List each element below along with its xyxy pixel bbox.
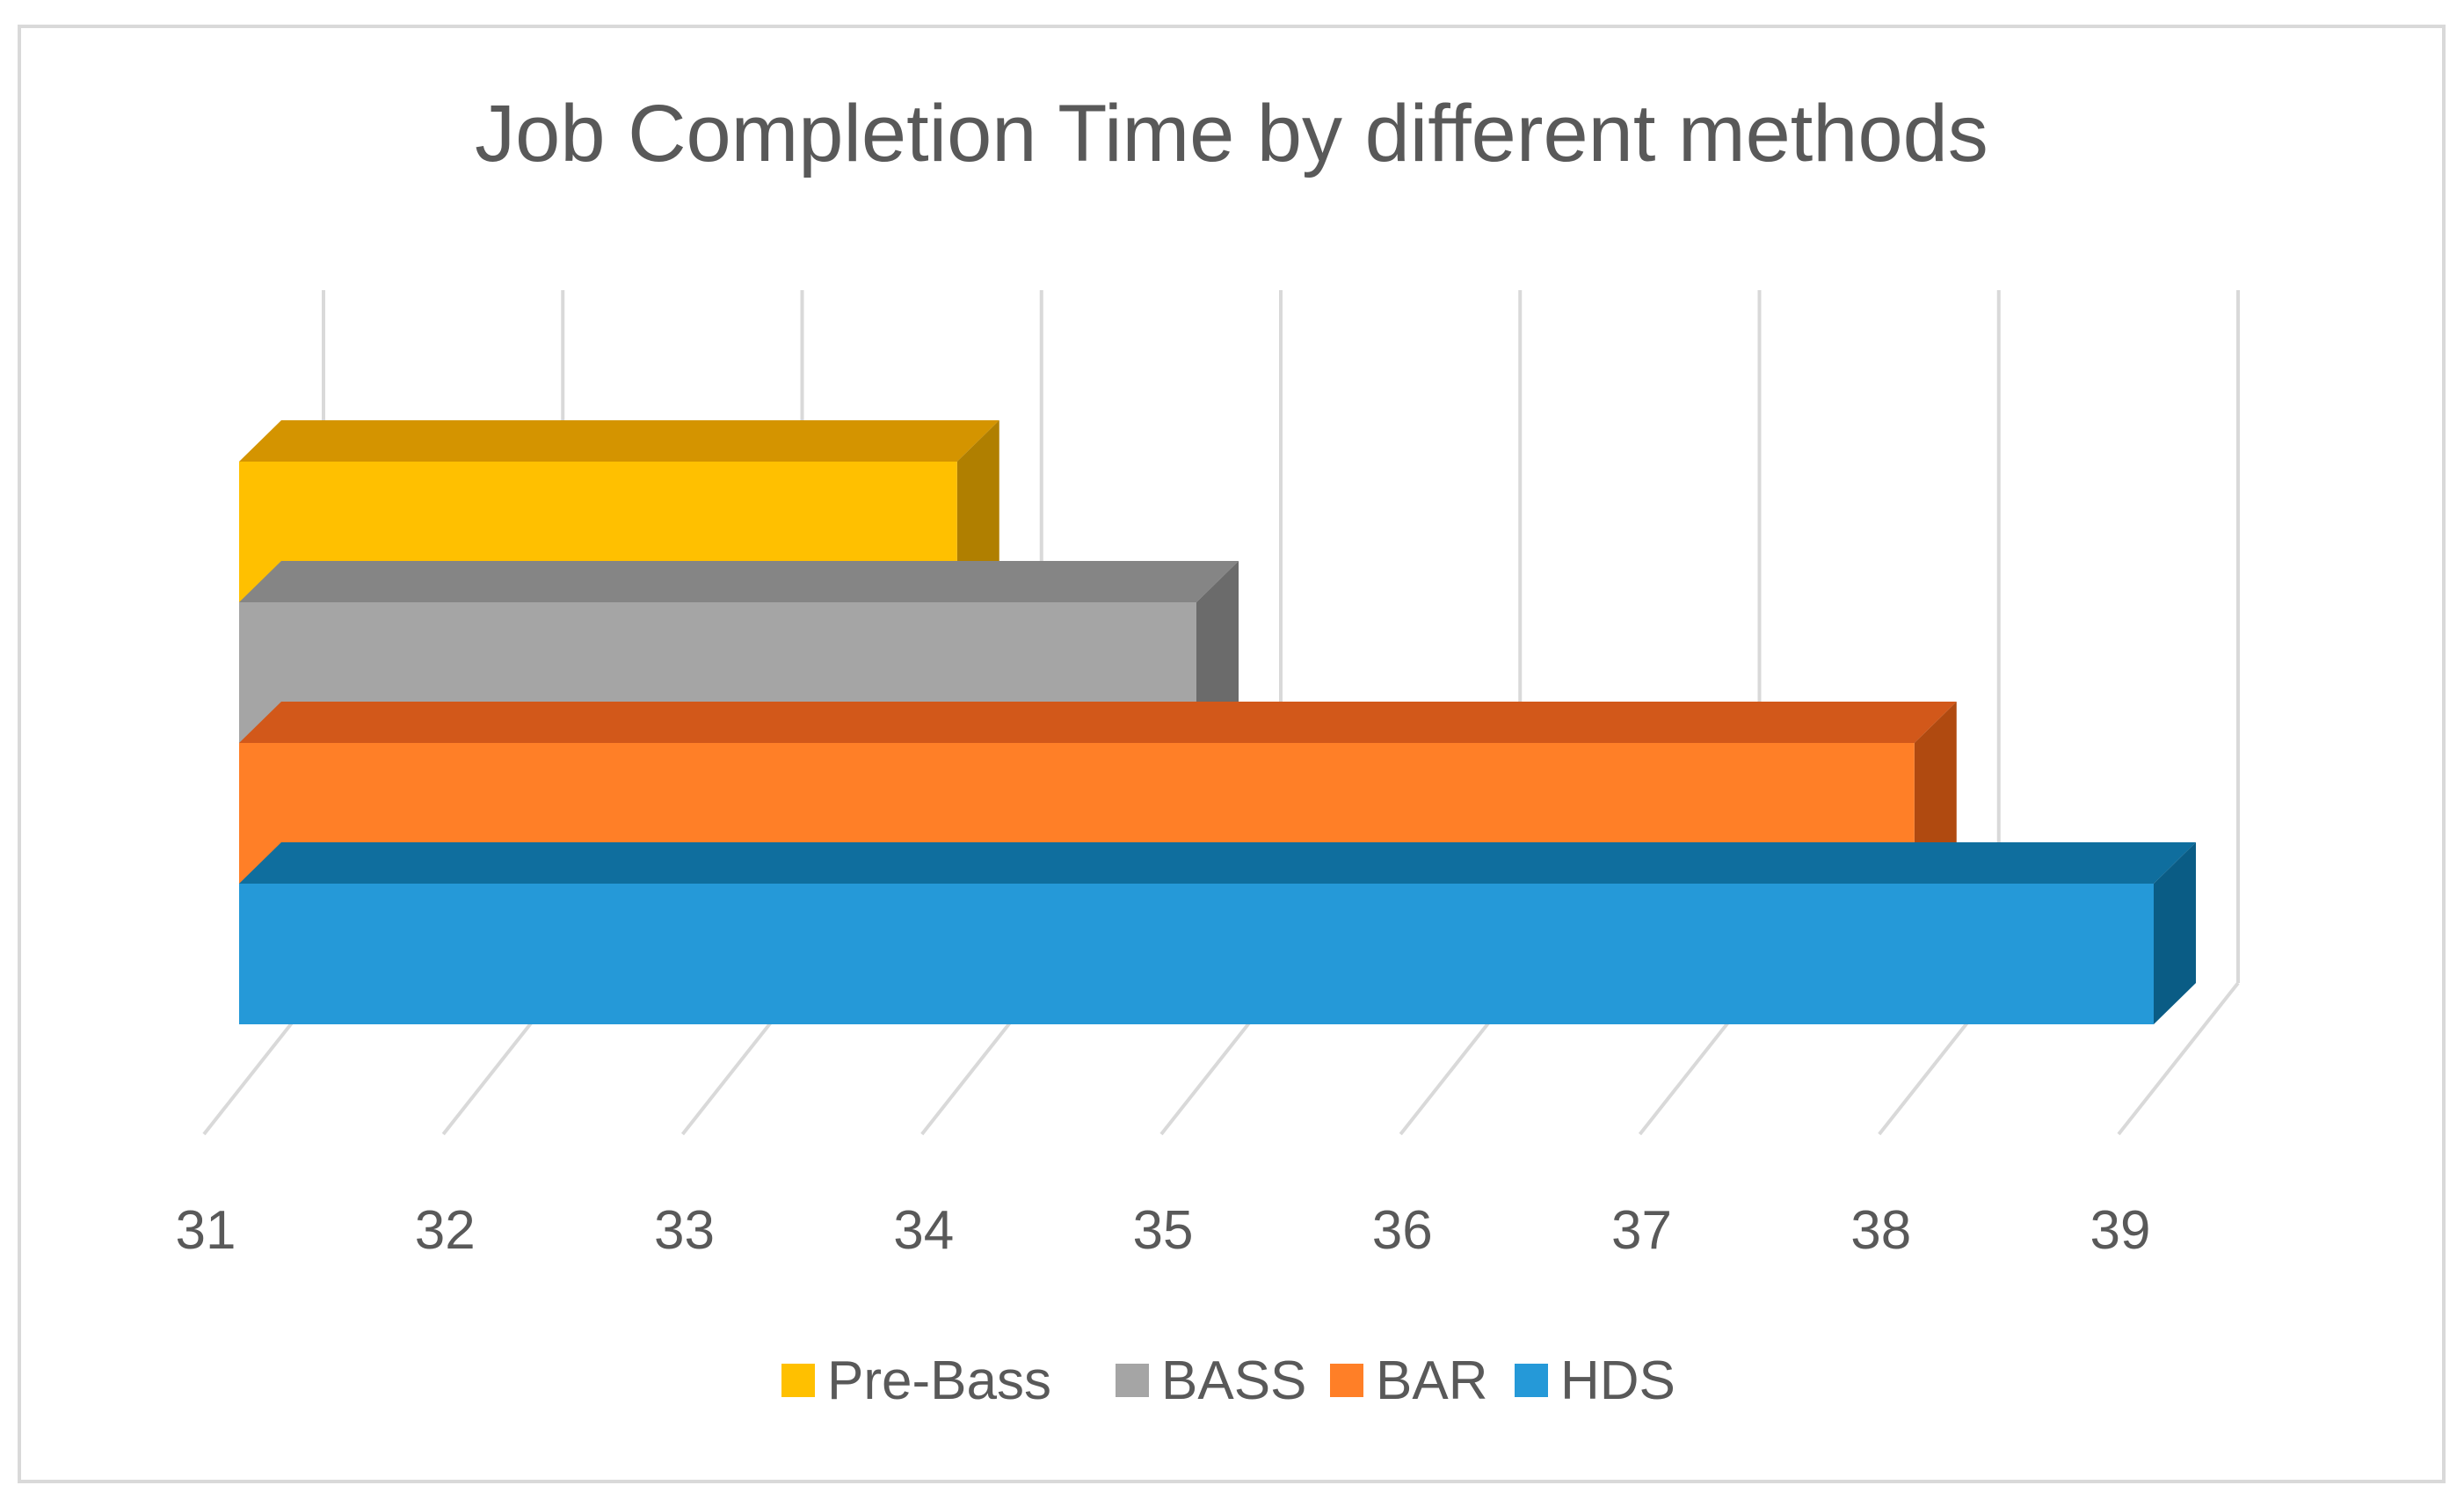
x-tick-label: 39	[2090, 1200, 2151, 1261]
bars	[239, 420, 2196, 1024]
x-tick-label: 34	[893, 1200, 954, 1261]
legend-item: BAR	[1330, 1350, 1487, 1411]
x-tick-label: 37	[1611, 1200, 1672, 1261]
legend-label: HDS	[1560, 1350, 1675, 1411]
legend-label: BASS	[1161, 1350, 1306, 1411]
x-axis-ticks: 31 32 33 34 35 36 37 38 39	[176, 1200, 2151, 1261]
legend-label: Pre-Bass	[827, 1350, 1051, 1411]
bar-top-face	[239, 561, 1239, 602]
chart-title: Job Completion Time by different methods	[475, 89, 1988, 178]
bar-side-face	[956, 420, 999, 602]
legend-item: BASS	[1116, 1350, 1306, 1411]
legend-swatch	[781, 1364, 815, 1397]
bar-side-face	[1914, 702, 1957, 884]
legend-label: BAR	[1376, 1350, 1487, 1411]
x-tick-label: 38	[1850, 1200, 1911, 1261]
legend-swatch	[1330, 1364, 1363, 1397]
bar-side-face	[1196, 561, 1239, 743]
bar-front-face	[239, 884, 2154, 1024]
bar-top-face	[239, 842, 2196, 884]
legend-item: HDS	[1515, 1350, 1675, 1411]
x-tick-label: 35	[1133, 1200, 1194, 1261]
gridline-floor	[2117, 981, 2240, 1136]
bar-hds	[239, 842, 2196, 1024]
legend-swatch	[1116, 1364, 1149, 1397]
bar-top-face	[239, 702, 1957, 743]
x-tick-label: 31	[176, 1200, 236, 1261]
legend: Pre-Bass BASS BAR HDS	[781, 1350, 1675, 1411]
x-tick-label: 32	[415, 1200, 476, 1261]
bar-top-face	[239, 420, 999, 462]
x-tick-label: 36	[1372, 1200, 1433, 1261]
legend-item: Pre-Bass	[781, 1350, 1051, 1411]
legend-swatch	[1515, 1364, 1548, 1397]
bar-side-face	[2154, 842, 2196, 1024]
x-tick-label: 33	[654, 1200, 715, 1261]
